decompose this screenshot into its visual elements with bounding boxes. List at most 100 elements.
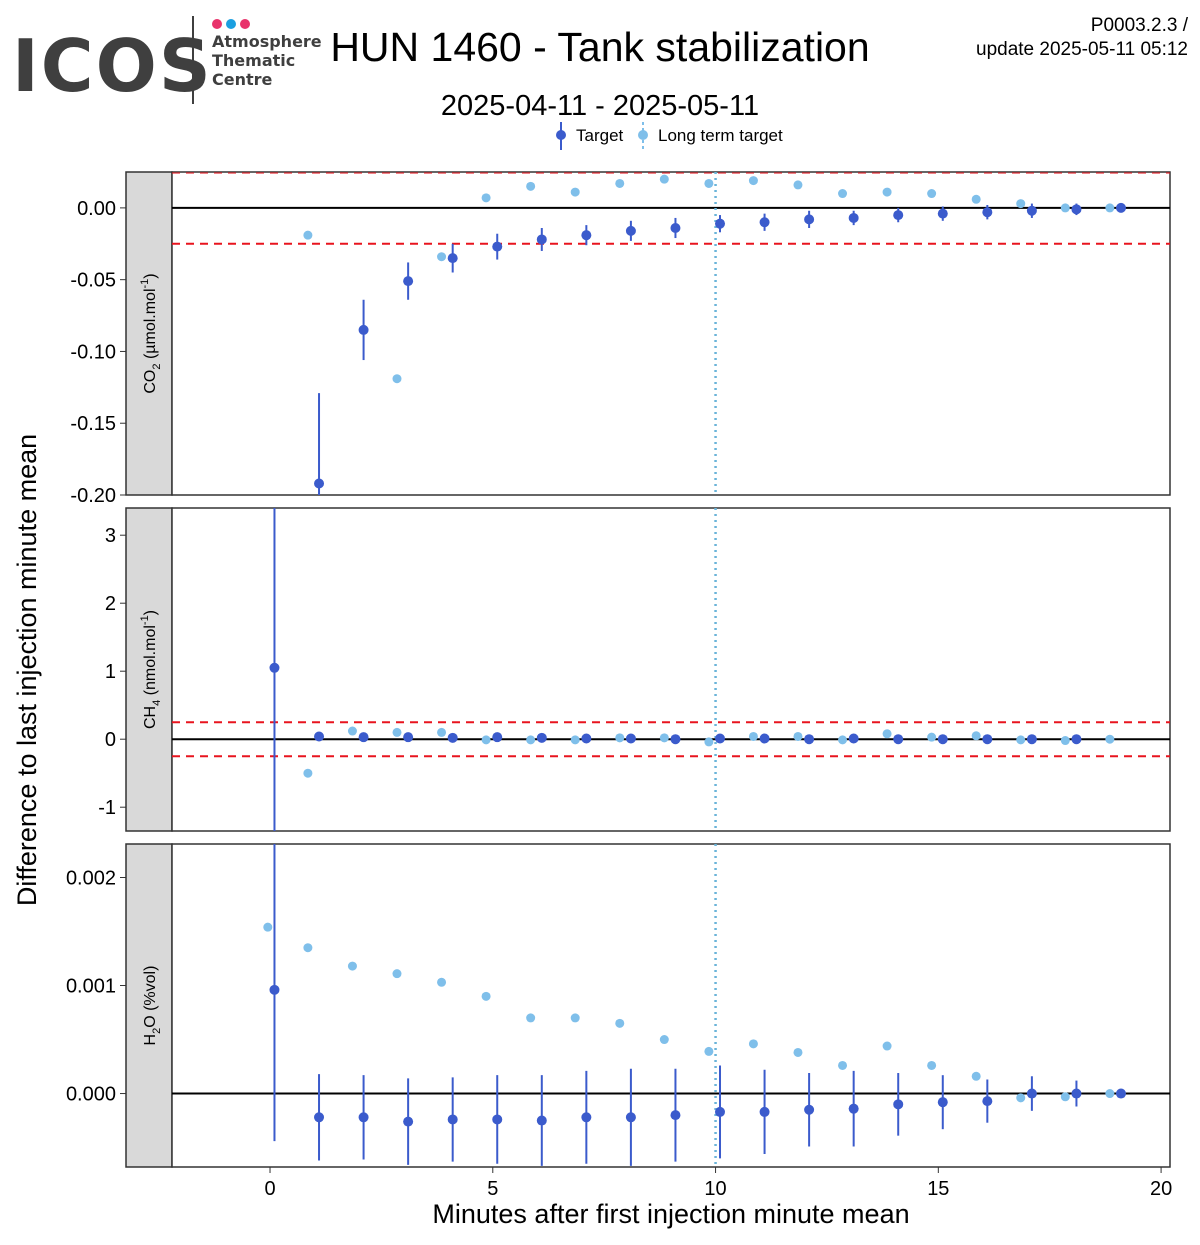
logo-dot xyxy=(212,19,222,29)
target-point xyxy=(893,734,904,745)
long-term-point xyxy=(748,1039,758,1049)
long-term-point xyxy=(704,1046,714,1056)
long-term-point xyxy=(481,735,491,745)
legend-label: Target xyxy=(576,126,624,145)
long-term-point xyxy=(659,733,669,743)
logo-subtitle: Atmosphere Thematic Centre xyxy=(212,32,322,89)
update-line: update 2025-05-11 05:12 xyxy=(976,39,1188,60)
target-point xyxy=(625,1112,636,1123)
target-point xyxy=(492,732,503,743)
long-term-point xyxy=(392,374,402,384)
version-line: P0003.2.3 / xyxy=(1090,15,1188,36)
long-term-point xyxy=(927,732,937,742)
strip-label-part: ) xyxy=(142,610,159,615)
long-term-point xyxy=(838,735,848,745)
target-point xyxy=(625,225,636,236)
logo-sub-line: Atmosphere xyxy=(212,32,322,51)
x-tick-label: 5 xyxy=(487,1178,498,1200)
panel-3: H2O (%vol) 0.002 0.001 0.000 xyxy=(66,843,1171,1168)
long-term-point xyxy=(748,731,758,741)
target-point xyxy=(1115,202,1126,213)
long-term-point xyxy=(1060,1092,1070,1102)
long-term-point xyxy=(882,729,892,739)
long-term-point xyxy=(793,180,803,190)
strip-label-part: (nmol.mol xyxy=(142,625,159,700)
target-point xyxy=(269,662,280,673)
long-term-point xyxy=(615,1018,625,1028)
long-term-point xyxy=(704,737,714,747)
y-tick-label: -0.15 xyxy=(70,413,116,435)
target-point xyxy=(1071,204,1082,215)
target-point xyxy=(403,732,414,743)
y-tick-label: -0.10 xyxy=(70,341,116,363)
y-tick-label: -0.20 xyxy=(70,485,116,507)
target-point xyxy=(848,1103,859,1114)
long-term-point xyxy=(1105,1089,1115,1099)
target-point xyxy=(581,230,592,241)
target-point xyxy=(937,1097,948,1108)
target-point xyxy=(625,733,636,744)
long-term-point xyxy=(437,252,447,262)
target-point xyxy=(536,732,547,743)
chart-title: HUN 1460 - Tank stabilization xyxy=(330,24,870,70)
y-tick-label: 2 xyxy=(105,593,116,615)
long-term-point xyxy=(481,193,491,203)
version-info: P0003.2.3 / update 2025-05-11 05:12 xyxy=(976,14,1188,62)
long-term-point xyxy=(1016,735,1026,745)
long-term-point xyxy=(303,230,313,240)
strip-label: CO2 (µmol.mol-1) xyxy=(139,273,163,393)
target-point xyxy=(848,733,859,744)
long-term-point xyxy=(615,178,625,188)
logo-sub-line: Thematic xyxy=(212,51,296,70)
strip-label-part: CH xyxy=(142,706,159,729)
long-term-point xyxy=(971,731,981,741)
target-point xyxy=(982,1096,993,1107)
target-point xyxy=(937,208,948,219)
long-term-point xyxy=(526,735,536,745)
long-term-point xyxy=(1105,203,1115,213)
target-point xyxy=(536,234,547,245)
long-term-point xyxy=(882,1041,892,1051)
target-point xyxy=(269,984,280,995)
chart-subtitle: 2025-04-11 - 2025-05-11 xyxy=(440,90,760,122)
target-point xyxy=(759,217,770,228)
target-point xyxy=(314,478,325,489)
logo-dot xyxy=(240,19,250,29)
y-axis-title: Difference to last injection minute mean xyxy=(12,434,42,906)
strip-label-part: CO xyxy=(142,370,159,394)
target-point xyxy=(759,733,770,744)
target-point xyxy=(670,734,681,745)
logo-divider xyxy=(192,16,194,104)
strip-label-part: 4 xyxy=(151,700,163,706)
long-term-point xyxy=(570,1013,580,1023)
logo-sub-line: Centre xyxy=(212,70,273,89)
long-term-point xyxy=(570,735,580,745)
target-point xyxy=(982,207,993,218)
long-term-point xyxy=(263,922,273,932)
target-point xyxy=(937,734,948,745)
long-term-point xyxy=(1105,734,1115,744)
strip-label-part: ) xyxy=(142,273,159,278)
long-term-point xyxy=(437,977,447,987)
target-point xyxy=(893,1099,904,1110)
x-tick-label: 10 xyxy=(704,1178,726,1200)
y-tick-label: 0.00 xyxy=(77,198,116,220)
long-term-point xyxy=(927,189,937,199)
long-term-point xyxy=(347,726,357,736)
legend: Target Long term target xyxy=(556,122,783,150)
panel-1: CO2 (µmol.mol-1) 0.00 -0.05 -0.10 -0.15 -0.20 xyxy=(70,171,1171,507)
target-point xyxy=(1115,1088,1126,1099)
long-term-point xyxy=(1016,199,1026,209)
y-tick-label: 0.001 xyxy=(66,976,116,998)
target-point xyxy=(492,241,503,252)
legend-key-point xyxy=(556,130,566,140)
logo-dot xyxy=(226,19,236,29)
panel-frame xyxy=(171,507,1171,832)
long-term-point xyxy=(793,731,803,741)
target-point xyxy=(447,1114,458,1125)
long-term-point xyxy=(748,176,758,186)
target-point xyxy=(492,1114,503,1125)
target-point xyxy=(804,734,815,745)
target-point xyxy=(447,732,458,743)
